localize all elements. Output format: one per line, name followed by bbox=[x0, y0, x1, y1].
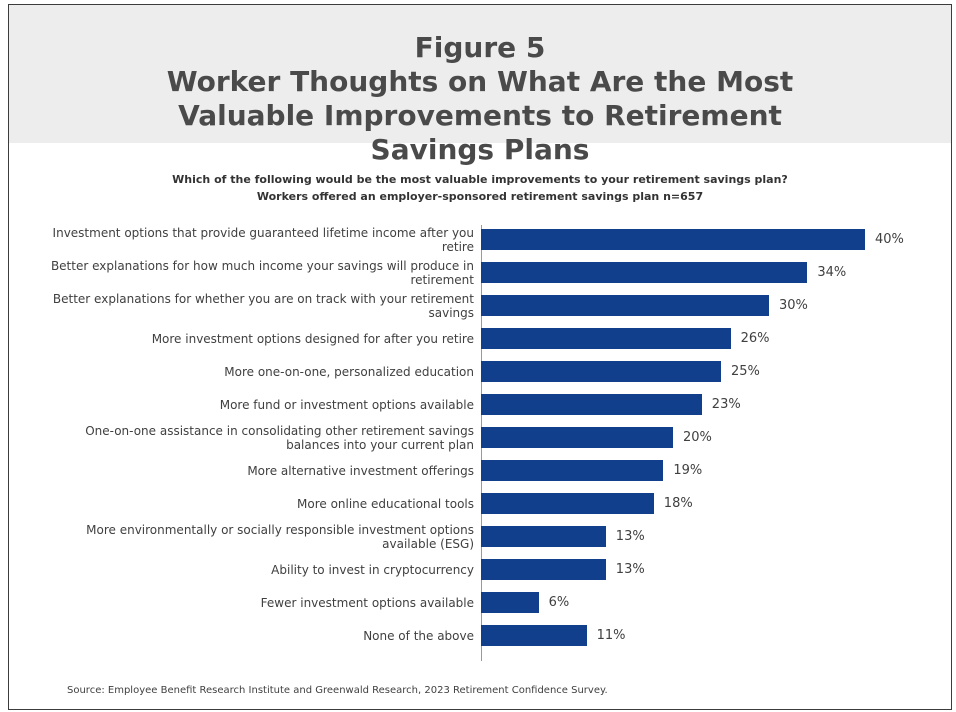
subtitle-sample: Workers offered an employer-sponsored re… bbox=[256, 190, 704, 203]
bar bbox=[481, 361, 721, 382]
category-label: Better explanations for how much income … bbox=[50, 259, 474, 287]
category-label: Better explanations for whether you are … bbox=[52, 292, 474, 320]
subtitle-question: Which of the following would be the most… bbox=[172, 173, 788, 186]
value-label: 34% bbox=[817, 265, 847, 280]
value-label: 25% bbox=[731, 364, 760, 379]
bar bbox=[481, 460, 664, 481]
bar bbox=[481, 295, 769, 316]
figure-frame: Figure 5 Worker Thoughts on What Are the… bbox=[8, 4, 952, 710]
category-label: More alternative investment offerings bbox=[247, 464, 474, 478]
category-label: More online educational tools bbox=[297, 497, 474, 511]
category-label: More one-on-one, personalized education bbox=[224, 365, 474, 379]
chart-subtitle: Which of the following would be the most… bbox=[9, 171, 951, 205]
category-label: One-on-one assistance in consolidating o… bbox=[85, 424, 474, 452]
value-label: 18% bbox=[663, 496, 693, 511]
value-label: 26% bbox=[740, 331, 770, 346]
figure-title-text: Worker Thoughts on What Are the Most Val… bbox=[166, 65, 794, 166]
category-label: More fund or investment options availabl… bbox=[219, 398, 474, 412]
value-label: 30% bbox=[779, 298, 808, 313]
source-note: Source: Employee Benefit Research Instit… bbox=[67, 685, 608, 696]
value-label: 6% bbox=[548, 595, 570, 610]
value-label: 13% bbox=[615, 529, 645, 544]
bar bbox=[481, 493, 654, 514]
bar bbox=[481, 328, 731, 349]
figure-title: Worker Thoughts on What Are the Most Val… bbox=[9, 65, 951, 167]
category-label: None of the above bbox=[363, 629, 474, 643]
value-label: 23% bbox=[711, 397, 741, 412]
category-label: Investment options that provide guarante… bbox=[52, 226, 474, 254]
category-label: Fewer investment options available bbox=[260, 596, 474, 610]
bar bbox=[481, 229, 865, 250]
bar bbox=[481, 394, 702, 415]
figure-header: Figure 5 Worker Thoughts on What Are the… bbox=[9, 5, 951, 166]
bar bbox=[481, 592, 539, 613]
bar bbox=[481, 559, 606, 580]
category-label: More investment options designed for aft… bbox=[151, 332, 474, 346]
category-label: More environmentally or socially respons… bbox=[86, 523, 474, 551]
bar bbox=[481, 526, 606, 547]
value-label: 11% bbox=[596, 628, 626, 643]
bar bbox=[481, 427, 673, 448]
value-label: 40% bbox=[875, 232, 904, 247]
bar bbox=[481, 625, 587, 646]
value-label: 20% bbox=[683, 430, 712, 445]
bar bbox=[481, 262, 808, 283]
value-label: 19% bbox=[673, 463, 703, 478]
category-label: Ability to invest in cryptocurrency bbox=[271, 563, 474, 577]
figure-label: Figure 5 bbox=[414, 31, 546, 64]
value-label: 13% bbox=[615, 562, 645, 577]
